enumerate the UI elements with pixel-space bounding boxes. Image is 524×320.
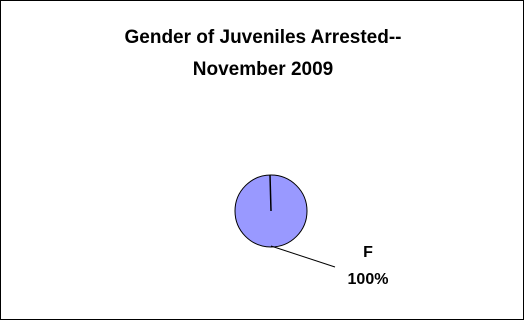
chart-title-line-1: Gender of Juveniles Arrested--	[125, 27, 402, 48]
pie-plot	[234, 174, 308, 248]
slice-category-label: F	[363, 244, 373, 261]
leader-line	[270, 245, 336, 268]
chart-title-line-2: November 2009	[193, 59, 333, 80]
slice-percent-label: 100%	[348, 271, 389, 288]
pie-slice-edge	[269, 174, 272, 212]
